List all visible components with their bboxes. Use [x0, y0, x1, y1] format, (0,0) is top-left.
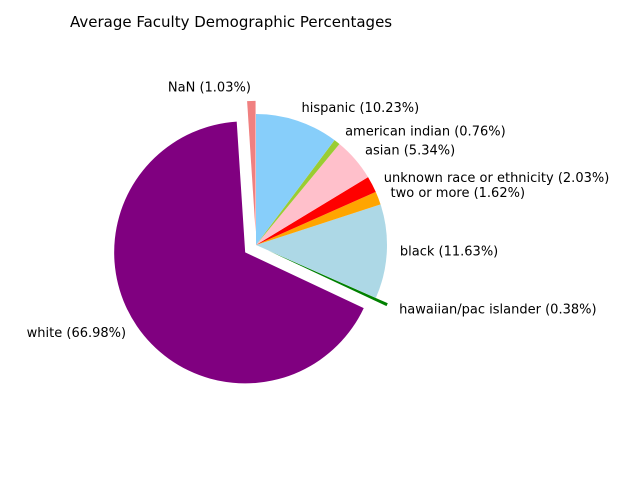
pie-slice-nan	[247, 100, 256, 232]
pie-slice-american-indian	[256, 140, 340, 245]
slice-label-unknown-race-or-ethnicity: unknown race or ethnicity (2.03%)	[384, 171, 610, 186]
pie-slice-two-or-more	[256, 191, 381, 245]
slice-label-black: black (11.63%)	[400, 245, 498, 260]
pie-slice-hawaiian-pac-islander	[267, 250, 388, 307]
slice-label-asian: asian (5.34%)	[365, 143, 455, 158]
chart-title: Average Faculty Demographic Percentages	[70, 13, 392, 31]
pie-slice-asian	[256, 144, 369, 245]
slice-label-hispanic: hispanic (10.23%)	[302, 101, 420, 116]
slice-label-white: white (66.98%)	[27, 326, 126, 341]
pie-slice-white	[114, 121, 364, 384]
slice-label-two-or-more: two or more (1.62%)	[391, 186, 526, 201]
slice-label-american-indian: american indian (0.76%)	[345, 124, 506, 139]
pie-slice-hispanic	[256, 114, 335, 245]
pie-slice-unknown-race-or-ethnicity	[256, 177, 376, 245]
pie-slice-black	[256, 204, 388, 298]
slice-label-hawaiian-pac-islander: hawaiian/pac islander (0.38%)	[399, 303, 596, 318]
slice-label-nan: NaN (1.03%)	[168, 80, 251, 95]
